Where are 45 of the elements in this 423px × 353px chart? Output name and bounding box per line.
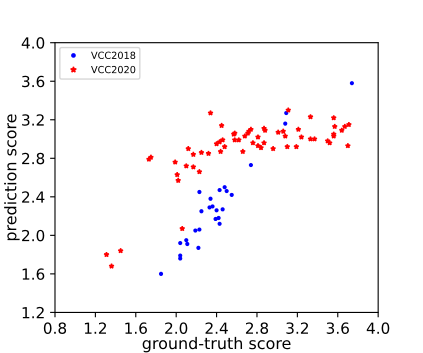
point bbox=[248, 162, 253, 168]
point bbox=[230, 192, 234, 197]
x-tick-label: 1.2 bbox=[84, 322, 106, 334]
y-tick-label: 4.0 bbox=[22, 37, 44, 49]
point bbox=[350, 81, 354, 86]
point bbox=[193, 228, 198, 233]
point bbox=[184, 238, 188, 242]
point bbox=[199, 209, 204, 214]
point bbox=[185, 242, 190, 246]
y-tick-label: 1.2 bbox=[22, 306, 44, 318]
point bbox=[222, 185, 227, 190]
y-tick-label: 3.6 bbox=[22, 76, 44, 88]
x-tick-label: 2.4 bbox=[206, 322, 228, 334]
y-tick-label: 2.0 bbox=[22, 230, 44, 242]
point bbox=[196, 246, 200, 250]
point bbox=[220, 207, 225, 212]
x-tick-label: 1.6 bbox=[125, 322, 147, 334]
point bbox=[208, 196, 213, 201]
legend-label: VCC2018 bbox=[91, 52, 136, 59]
point bbox=[224, 188, 229, 194]
point bbox=[158, 272, 164, 276]
legend-label: VCC2020 bbox=[91, 66, 136, 74]
x-axis-title: ground-truth score bbox=[142, 336, 291, 352]
point bbox=[218, 222, 222, 226]
point bbox=[178, 240, 182, 246]
point bbox=[197, 190, 202, 194]
y-axis-title: prediction score bbox=[4, 114, 20, 240]
y-tick-label: 1.6 bbox=[22, 268, 44, 280]
y-tick-label: 2.8 bbox=[22, 152, 44, 164]
x-tick-label: 4.0 bbox=[366, 322, 390, 334]
point bbox=[213, 216, 218, 222]
x-tick-label: 2.8 bbox=[246, 322, 268, 334]
y-tick-label: 3.2 bbox=[22, 114, 44, 126]
point bbox=[218, 188, 222, 192]
point bbox=[214, 208, 219, 212]
x-tick-label: 3.6 bbox=[326, 322, 349, 334]
x-tick-label: 3.2 bbox=[286, 322, 308, 334]
point bbox=[216, 216, 221, 220]
point bbox=[197, 227, 202, 232]
point bbox=[210, 204, 215, 209]
x-tick-label: 2.0 bbox=[165, 322, 188, 334]
point bbox=[207, 205, 212, 210]
x-tick-label: 0.8 bbox=[44, 322, 66, 334]
point bbox=[283, 122, 288, 126]
y-tick-label: 2.4 bbox=[22, 191, 44, 203]
